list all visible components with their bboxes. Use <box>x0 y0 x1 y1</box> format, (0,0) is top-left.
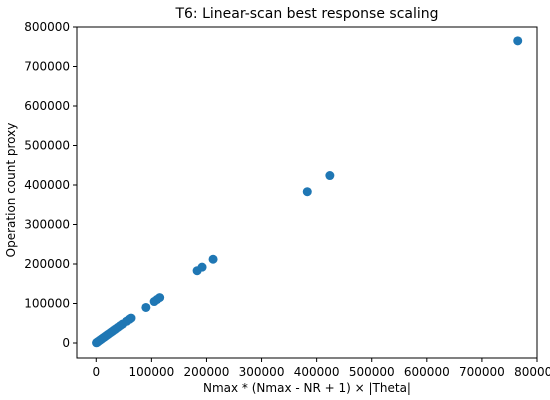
data-point <box>141 302 151 312</box>
y-axis-label: Operation count proxy <box>4 123 18 258</box>
data-point <box>325 171 335 181</box>
y-axis: 0 100000 200000 300000 400000 500000 600000 700… <box>24 20 77 350</box>
x-tick-label: 700000 <box>459 365 505 379</box>
x-axis: 0 100000 200000 300000 400000 500000 600000 700… <box>92 358 550 379</box>
data-point <box>208 254 218 264</box>
x-tick-label: 200000 <box>184 365 230 379</box>
x-tick-label: 300000 <box>239 365 285 379</box>
plot-area <box>76 26 538 359</box>
data-point <box>126 313 136 323</box>
y-tick-label: 200000 <box>24 257 70 271</box>
data-point <box>513 36 523 46</box>
y-tick-label: 700000 <box>24 59 70 73</box>
x-axis-label: Nmax * (Nmax - NR + 1) × |Theta| <box>203 381 411 395</box>
y-tick-label: 500000 <box>24 138 70 152</box>
x-tick-label: 600000 <box>404 365 450 379</box>
x-tick-label: 800000 <box>514 365 550 379</box>
y-tick-label: 800000 <box>24 20 70 34</box>
plot-frame <box>76 26 538 359</box>
y-tick-label: 0 <box>62 336 70 350</box>
x-tick-label: 0 <box>92 365 100 379</box>
data-point <box>302 187 312 197</box>
data-point <box>155 293 165 303</box>
y-tick-label: 100000 <box>24 296 70 310</box>
x-tick-label: 100000 <box>128 365 174 379</box>
data-point <box>197 262 207 272</box>
x-tick-label: 500000 <box>349 365 395 379</box>
y-tick-label: 400000 <box>24 178 70 192</box>
y-tick-label: 300000 <box>24 217 70 231</box>
y-tick-label: 600000 <box>24 99 70 113</box>
x-tick-label: 400000 <box>294 365 340 379</box>
chart-title: T6: Linear-scan best response scaling <box>174 6 438 22</box>
